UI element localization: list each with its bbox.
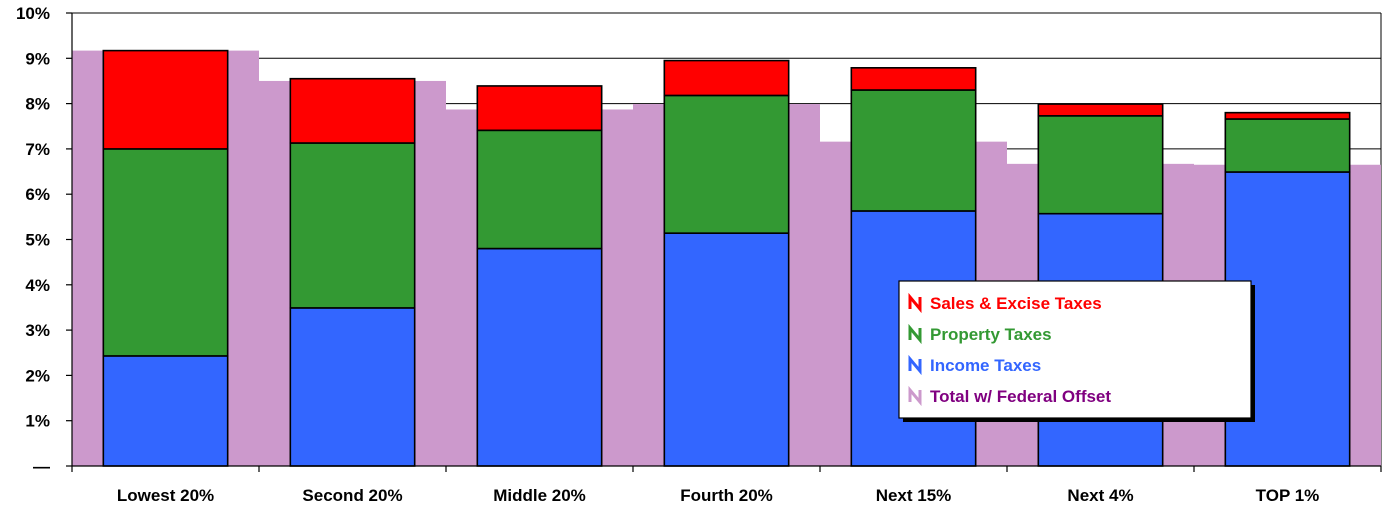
- bar-segment: [476, 247, 603, 467]
- bar-segment: [850, 89, 977, 212]
- y-tick-label: 5%: [25, 231, 50, 250]
- y-tick-label: 3%: [25, 321, 50, 340]
- bar-segment: [1224, 118, 1351, 173]
- y-tick-label: 7%: [25, 140, 50, 159]
- y-tick-label: 8%: [25, 95, 50, 114]
- bar-segment: [102, 49, 229, 150]
- legend-label: Income Taxes: [930, 356, 1041, 375]
- bar-segment: [289, 142, 416, 309]
- x-tick-label: Next 4%: [1067, 486, 1133, 505]
- legend: Sales & Excise Taxes Property Taxes Income…: [898, 280, 1255, 422]
- x-tick-label: Next 15%: [876, 486, 952, 505]
- x-tick-label: Middle 20%: [493, 486, 586, 505]
- legend-label: Sales & Excise Taxes: [930, 294, 1102, 313]
- bar-segment: [476, 85, 603, 132]
- legend-label: Total w/ Federal Offset: [930, 387, 1111, 406]
- y-tick-labels: — 1% 2% 3% 4% 5% 6% 7% 8% 9% 10%: [16, 4, 50, 476]
- legend-box: [898, 280, 1252, 419]
- y-tick-label: 10%: [16, 4, 50, 23]
- bar-segment: [1037, 115, 1164, 215]
- y-tick-label: 9%: [25, 49, 50, 68]
- y-tick-label: 4%: [25, 276, 50, 295]
- bar-segment: [663, 232, 790, 467]
- bar-segment: [850, 67, 977, 91]
- bar-segment: [289, 77, 416, 144]
- y-tick-label: 6%: [25, 185, 50, 204]
- bar-segment: [1224, 111, 1351, 120]
- legend-swatch-icon: [908, 323, 922, 345]
- x-tick-label: Second 20%: [302, 486, 402, 505]
- x-tick-label: Lowest 20%: [117, 486, 214, 505]
- x-tick-labels: Lowest 20% Second 20% Middle 20% Fourth 20%…: [117, 486, 1319, 505]
- axes: [66, 12, 1382, 472]
- bar-segment: [476, 129, 603, 250]
- x-tick-label: TOP 1%: [1256, 486, 1320, 505]
- x-tick-label: Fourth 20%: [680, 486, 773, 505]
- legend-swatch-icon: [908, 385, 922, 407]
- bar-segment: [102, 355, 229, 467]
- bar-segment: [1037, 103, 1164, 117]
- legend-swatch-icon: [908, 354, 922, 376]
- legend-label: Property Taxes: [930, 325, 1052, 344]
- bar-segment: [663, 94, 790, 234]
- y-tick-label: 1%: [25, 412, 50, 431]
- bar-segment: [102, 148, 229, 357]
- bar-segment: [663, 59, 790, 97]
- bar-segment: [289, 307, 416, 467]
- y-tick-label: 2%: [25, 366, 50, 385]
- y-tick-label: —: [33, 457, 50, 476]
- legend-swatch-icon: [908, 292, 922, 314]
